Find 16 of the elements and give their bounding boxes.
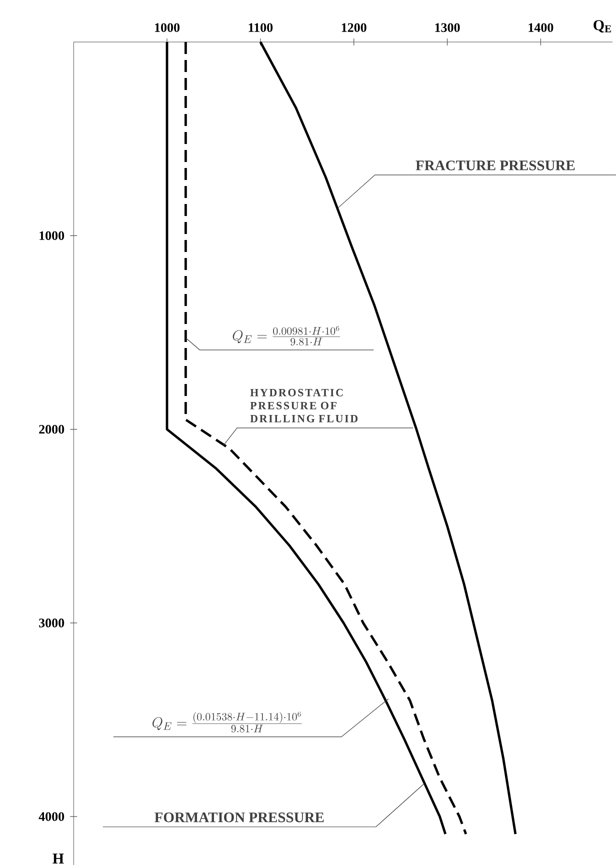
x-tick-label: 1100 [248, 23, 273, 32]
y-axis-title: H [52, 854, 64, 864]
annotation: FRACTURE PRESSURE [416, 160, 575, 170]
annotation: FORMATION PRESSURE [154, 812, 324, 822]
annotation: $Q_{E}=\frac{(0.01538\cdot H-11.14)\cdot 10^{6}}{9.81\cdot H}$ [152, 712, 302, 732]
annotation: HYDROSTATIC PRESSURE OF DRILLING FLUID [250, 388, 358, 422]
x-axis-title: Q$_{E}$ [594, 20, 612, 32]
x-tick-label: 1300 [435, 23, 460, 32]
y-tick-label: 4000 [38, 812, 64, 821]
annotation: $Q_{E}=\frac{0.00981\cdot H\cdot 10^{6}}{9.81\cdot H}$ [232, 326, 340, 346]
x-tick-label: 1000 [155, 23, 180, 32]
y-tick-label: 2000 [39, 424, 64, 434]
y-tick-label: 1000 [40, 231, 64, 240]
x-tick-label: 1400 [528, 23, 554, 32]
x-tick-label: 1200 [342, 23, 366, 32]
y-tick-label: 3000 [39, 618, 64, 628]
